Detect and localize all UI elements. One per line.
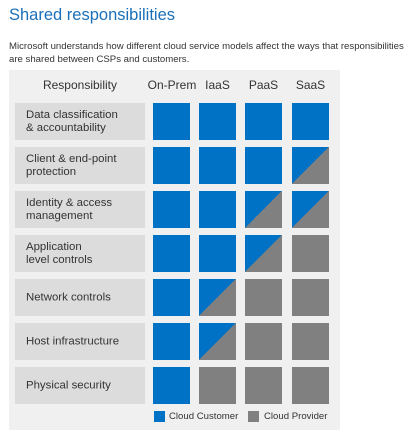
row-label-box: Data classification & accountability (15, 103, 145, 140)
row-label-box: Physical security (15, 367, 145, 404)
cell-on-prem-customer (153, 147, 190, 184)
header-responsibility: Responsibility (42, 78, 118, 92)
cell-on-prem-customer (153, 279, 190, 316)
cell-iaas-customer (199, 235, 236, 272)
legend-label-provider: Cloud Provider (264, 411, 328, 422)
cell-paas-shared (245, 191, 282, 228)
row-label-box: Host infrastructure (15, 323, 145, 360)
header-on-prem: On-Prem (147, 78, 197, 92)
row-label-box: Application level controls (15, 235, 145, 272)
cell-on-prem-customer (153, 367, 190, 404)
row-label-box: Identity & access management (15, 191, 145, 228)
row-label: Identity & access management (26, 196, 113, 222)
cell-iaas-customer (199, 147, 236, 184)
cell-paas-provider (245, 367, 282, 404)
legend-swatch-customer (154, 411, 165, 422)
row-label: Network controls (26, 291, 111, 303)
cell-saas-shared (292, 147, 329, 184)
cell-paas-shared (245, 235, 282, 272)
cell-iaas-customer (199, 191, 236, 228)
cell-paas-provider (245, 279, 282, 316)
cell-iaas-shared (199, 279, 236, 316)
cell-iaas-customer (199, 103, 236, 140)
row-label-box: Network controls (15, 279, 145, 316)
page-title: Shared responsibilities (9, 6, 176, 24)
row-label: Physical security (26, 379, 111, 391)
header-saas: SaaS (295, 78, 326, 92)
cell-on-prem-customer (153, 323, 190, 360)
cell-iaas-shared (199, 323, 236, 360)
cell-on-prem-customer (153, 191, 190, 228)
header-paas: PaaS (248, 78, 279, 92)
row-label: Host infrastructure (26, 335, 120, 347)
row-label-box: Client & end-point protection (15, 147, 145, 184)
row-label: Data classification & accountability (26, 108, 118, 134)
cell-on-prem-customer (153, 103, 190, 140)
legend-swatch-provider (248, 411, 259, 422)
cell-saas-provider (292, 279, 329, 316)
row-label: Client & end-point protection (26, 152, 117, 178)
row-label: Application level controls (26, 240, 93, 266)
page-subtitle: Microsoft understands how different clou… (9, 41, 404, 65)
cell-on-prem-customer (153, 235, 190, 272)
cell-saas-customer (292, 103, 329, 140)
cell-paas-customer (245, 147, 282, 184)
cell-saas-provider (292, 367, 329, 404)
cell-saas-provider (292, 235, 329, 272)
cell-iaas-provider (199, 367, 236, 404)
cell-saas-shared (292, 191, 329, 228)
cell-paas-provider (245, 323, 282, 360)
header-iaas: IaaS (205, 78, 230, 92)
cell-saas-provider (292, 323, 329, 360)
cell-paas-customer (245, 103, 282, 140)
legend-label-customer: Cloud Customer (169, 411, 239, 422)
